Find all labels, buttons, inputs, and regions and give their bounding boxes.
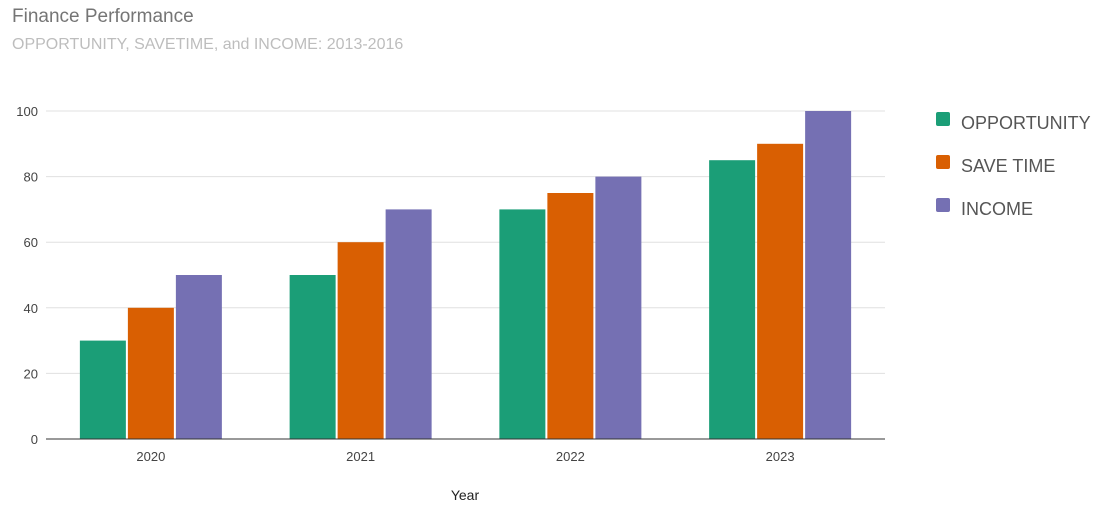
legend-label: INCOME (961, 199, 1033, 219)
x-tick-label: 2021 (346, 449, 375, 464)
legend-label: SAVE TIME (961, 156, 1055, 176)
bar-income-2022[interactable] (595, 176, 642, 439)
bar-save-time-2022[interactable] (547, 193, 594, 439)
y-tick-label: 20 (24, 366, 38, 381)
bar-income-2020[interactable] (175, 275, 222, 439)
y-tick-label: 80 (24, 170, 38, 185)
bar-opportunity-2021[interactable] (289, 275, 336, 439)
y-tick-label: 100 (16, 104, 38, 119)
legend-swatch (936, 112, 950, 126)
x-tick-label: 2020 (136, 449, 165, 464)
bars (79, 111, 852, 440)
legend-swatch (936, 198, 950, 212)
bar-save-time-2023[interactable] (757, 143, 804, 440)
bar-income-2021[interactable] (385, 209, 432, 439)
chart-title: Finance Performance (12, 6, 194, 27)
y-tick-label: 60 (24, 235, 38, 250)
legend: OPPORTUNITY SAVE TIME INCOME (936, 112, 1091, 219)
x-tick-label: 2022 (556, 449, 585, 464)
bar-income-2023[interactable] (805, 111, 852, 439)
bar-opportunity-2022[interactable] (499, 209, 546, 439)
bar-opportunity-2020[interactable] (79, 340, 126, 439)
y-tick-label: 40 (24, 301, 38, 316)
legend-swatch (936, 155, 950, 169)
legend-label: OPPORTUNITY (961, 113, 1091, 133)
y-axis-ticks: 0 20 40 60 80 100 (16, 104, 38, 447)
y-tick-label: 0 (31, 432, 38, 447)
chart-subtitle: OPPORTUNITY, SAVETIME, and INCOME: 2013-… (12, 36, 404, 53)
x-axis-ticks: 2020 2021 2022 2023 (136, 449, 794, 464)
x-tick-label: 2023 (766, 449, 795, 464)
bar-save-time-2021[interactable] (337, 242, 384, 439)
bar-opportunity-2023[interactable] (709, 160, 756, 439)
x-axis-title: Year (451, 487, 480, 503)
bar-save-time-2020[interactable] (127, 307, 174, 439)
